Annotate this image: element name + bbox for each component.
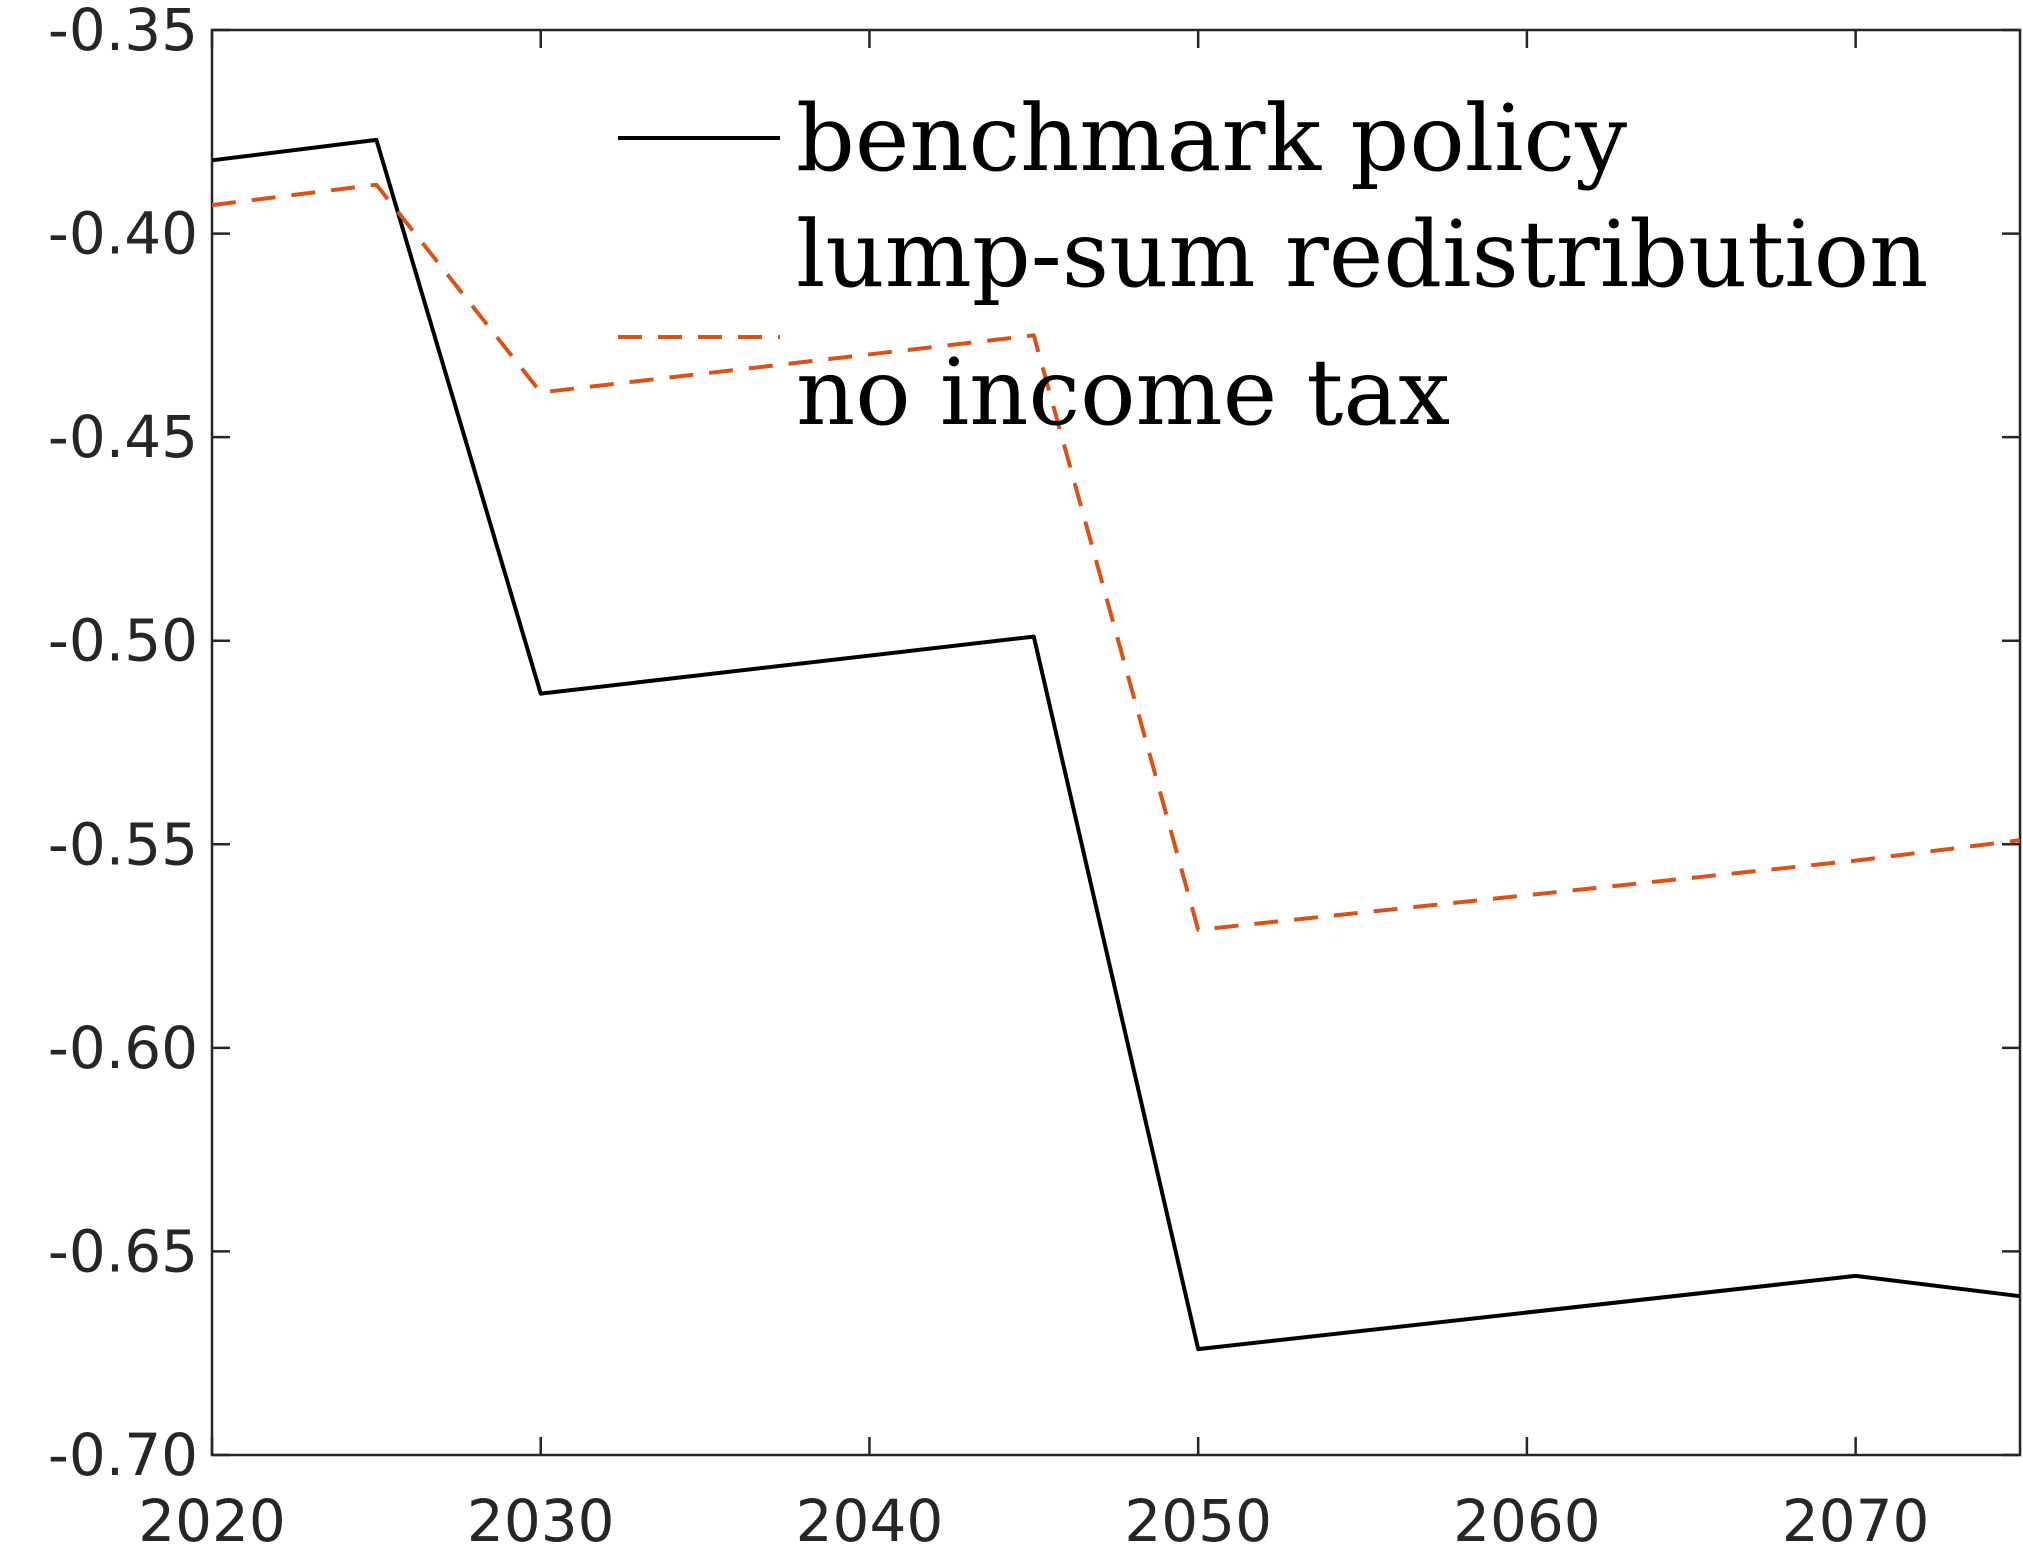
y-tick-label: -0.45 xyxy=(48,403,198,471)
y-tick-label: -0.50 xyxy=(48,607,198,675)
y-tick-label: -0.65 xyxy=(48,1217,198,1285)
legend: benchmark policy lump-sum redistribution… xyxy=(618,85,1928,446)
x-tick-label: 2040 xyxy=(796,1487,944,1554)
y-axis: -0.70 -0.65 -0.60 -0.55 -0.50 -0.45 -0.40 -0.35 xyxy=(48,0,2020,1489)
y-tick-label: -0.35 xyxy=(48,0,198,64)
x-tick-label: 2020 xyxy=(138,1487,286,1554)
x-tick-label: 2070 xyxy=(1782,1487,1930,1554)
x-tick-label: 2030 xyxy=(467,1487,615,1554)
legend-label-no-income-tax: no income tax xyxy=(796,339,1450,446)
y-tick-label: -0.40 xyxy=(48,200,198,268)
series-layer xyxy=(211,137,2021,1352)
legend-label-benchmark-policy: benchmark policy xyxy=(796,85,1627,192)
y-tick-label: -0.70 xyxy=(48,1421,198,1489)
x-axis: 2020 2030 2040 2050 2060 2070 xyxy=(138,30,1929,1554)
y-tick-label: -0.55 xyxy=(48,810,198,878)
x-tick-label: 2060 xyxy=(1453,1487,1601,1554)
y-tick-label: -0.60 xyxy=(48,1014,198,1082)
legend-label-lump-sum-redistribution: lump-sum redistribution xyxy=(796,201,1928,308)
plot-area-frame xyxy=(210,28,2022,1457)
x-tick-label: 2050 xyxy=(1124,1487,1272,1554)
